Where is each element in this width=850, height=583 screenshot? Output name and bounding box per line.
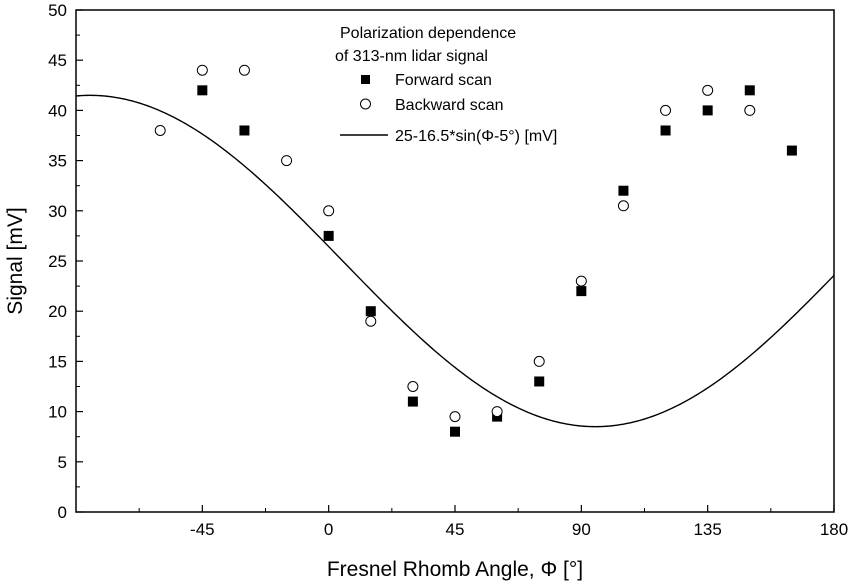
y-axis-title: Signal [mV]	[4, 207, 27, 314]
forward-scan-point	[576, 286, 587, 297]
backward-scan-point	[702, 84, 714, 96]
x-axis-title: Fresnel Rhomb Angle, Φ [°]	[327, 558, 583, 581]
x-tick-label: 135	[693, 520, 721, 539]
legend-fit-label: 25-16.5*sin(Φ-5°) [mV]	[395, 128, 557, 145]
forward-scan-point	[197, 85, 208, 96]
y-tick-label: 10	[48, 403, 67, 422]
backward-scan-point	[575, 275, 587, 287]
x-tick-label: 180	[820, 520, 848, 539]
y-tick-label: 30	[48, 202, 67, 221]
y-tick-label: 0	[58, 503, 67, 522]
y-tick-label: 25	[48, 252, 67, 271]
forward-scan-point	[744, 85, 755, 96]
legend-title-line-1: Polarization dependence	[340, 25, 516, 42]
forward-scan-point	[323, 230, 334, 241]
forward-scan-point	[702, 105, 713, 116]
legend: Polarization dependence of 313-nm lidar …	[335, 25, 557, 145]
backward-scan-point	[660, 104, 672, 116]
x-tick-label: 90	[572, 520, 591, 539]
backward-scan-point	[281, 155, 293, 167]
forward-scan-point	[450, 426, 460, 437]
forward-scan-point	[365, 306, 376, 317]
y-tick-label: 40	[48, 101, 67, 120]
legend-backward-label: Backward scan	[395, 97, 504, 114]
backward-scan-point	[449, 411, 461, 423]
x-tick-label: -45	[190, 520, 215, 539]
x-tick-label: 45	[446, 520, 465, 539]
fit-curve	[75, 94, 835, 428]
forward-scan-point	[534, 376, 545, 387]
backward-scan-point	[744, 104, 756, 116]
legend-backward-marker	[360, 98, 371, 110]
data-points	[154, 64, 797, 437]
legend-title-line-2: of 313-nm lidar signal	[335, 48, 488, 65]
legend-forward-label: Forward scan	[395, 72, 492, 89]
y-tick-label: 50	[48, 1, 67, 20]
forward-scan-point	[407, 396, 418, 407]
fit-curve-layer	[75, 94, 835, 428]
legend-forward-marker	[361, 75, 370, 84]
y-tick-label: 20	[48, 302, 67, 321]
forward-scan-point	[239, 125, 250, 136]
backward-scan-point	[323, 205, 335, 217]
y-tick-label: 35	[48, 152, 67, 171]
backward-scan-point	[617, 200, 629, 212]
backward-scan-point	[365, 315, 377, 327]
backward-scan-point	[238, 64, 250, 76]
backward-scan-point	[196, 64, 208, 76]
y-tick-label: 5	[58, 453, 67, 472]
forward-scan-point	[786, 145, 797, 156]
backward-scan-point	[533, 355, 545, 367]
x-tick-label: 0	[324, 520, 333, 539]
y-tick-label: 45	[48, 51, 67, 70]
backward-scan-point	[407, 381, 419, 392]
backward-scan-point	[491, 406, 503, 418]
y-tick-label: 15	[48, 352, 67, 371]
forward-scan-point	[618, 185, 629, 196]
forward-scan-point	[660, 125, 671, 136]
axis-ticks: -45 0 45 90 135 180 0 5 10 15 20 25 30 35 40 45 50	[48, 1, 848, 539]
backward-scan-point	[154, 124, 166, 136]
